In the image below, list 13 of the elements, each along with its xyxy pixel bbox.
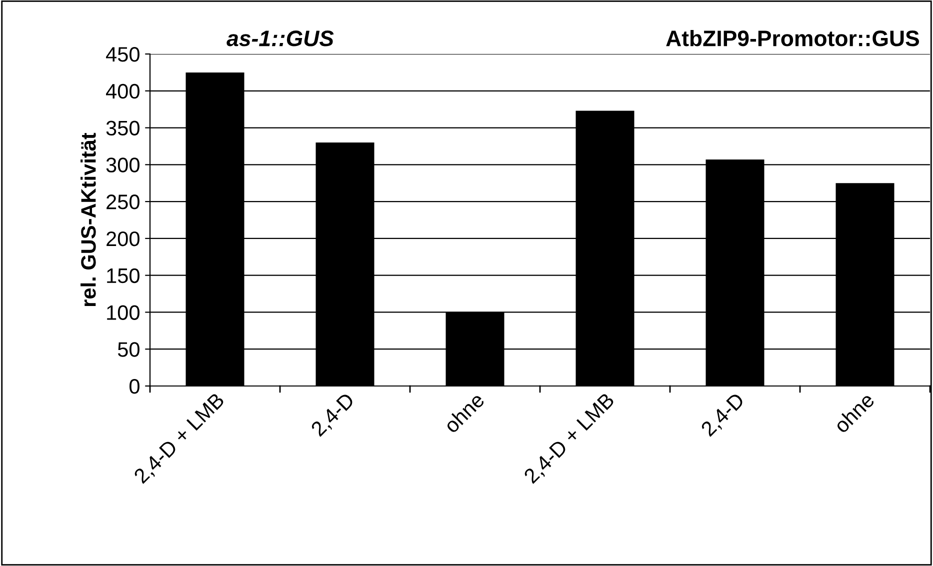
- y-tick-label: 200: [106, 231, 140, 246]
- y-tick-label: 300: [106, 158, 140, 172]
- y-tick-label: 400: [106, 84, 140, 99]
- y-tick-label: 100: [107, 305, 140, 320]
- y-tick-label: 50: [118, 342, 140, 357]
- y-tick-label: 150: [107, 268, 140, 284]
- y-tick-label: 0: [130, 379, 140, 394]
- y-tick-label: 450: [106, 47, 140, 62]
- y-tick-label: 250: [106, 194, 140, 210]
- text: AtbZIP9-Promotor::GUS: [666, 30, 919, 46]
- y-axis-title: rel. GUS-AKtivität: [80, 132, 96, 306]
- text: as-1::GUS: [226, 30, 334, 46]
- y-tick-label: 350: [106, 120, 140, 136]
